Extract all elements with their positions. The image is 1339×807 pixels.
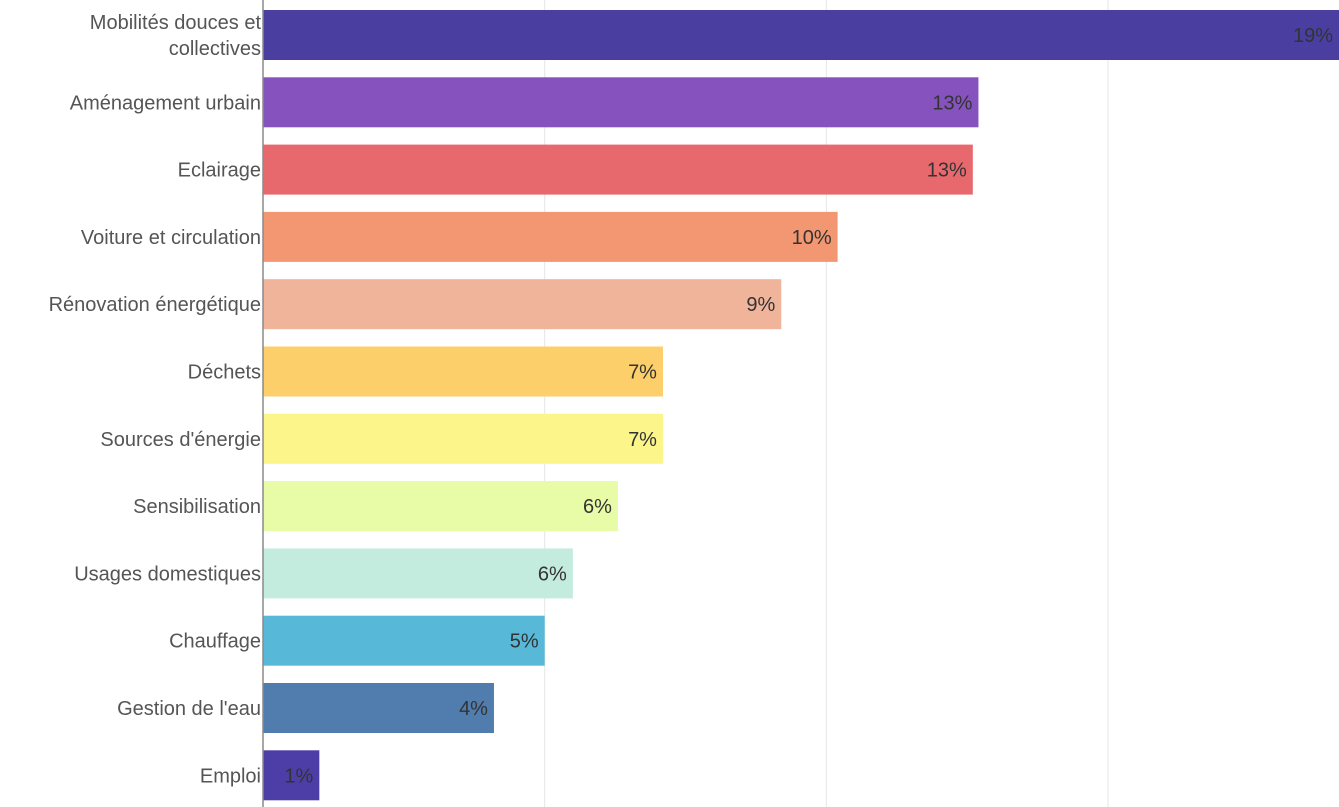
category-label: Rénovation énergétique <box>49 294 261 316</box>
category-label: Eclairage <box>178 160 261 182</box>
category-label: Usages domestiques <box>74 563 261 585</box>
category-label: Sources d'énergie <box>100 429 261 451</box>
bar <box>263 615 545 666</box>
category-label: Sensibilisation <box>133 496 261 518</box>
category-label: Chauffage <box>169 631 261 653</box>
bar <box>263 279 782 330</box>
value-label: 7% <box>628 429 657 451</box>
value-label: 19% <box>1293 25 1333 47</box>
category-label: Voiture et circulation <box>81 227 261 249</box>
bar <box>263 413 663 464</box>
value-label: 9% <box>746 294 775 316</box>
value-label: 6% <box>583 496 612 518</box>
category-label: Mobilités douces et <box>90 12 262 34</box>
bar <box>263 481 618 532</box>
value-label: 7% <box>628 362 657 384</box>
value-label: 13% <box>927 160 967 182</box>
value-label: 10% <box>792 227 832 249</box>
category-label: Emploi <box>200 765 261 787</box>
bar <box>263 548 573 599</box>
value-label: 1% <box>284 765 313 787</box>
bar <box>263 346 663 397</box>
grid-lines <box>544 0 1109 807</box>
value-label: 13% <box>932 92 972 114</box>
value-label: 6% <box>538 563 567 585</box>
category-label: Déchets <box>188 362 261 384</box>
bar <box>263 750 320 801</box>
bar <box>263 683 494 733</box>
bar <box>263 77 979 128</box>
category-labels: Mobilités douces et collectives Aménagemen… <box>49 12 262 787</box>
bars <box>263 10 1339 801</box>
value-label: 5% <box>510 631 539 653</box>
value-labels: 19% 13% 13% 10% 9% 7% 7% 6% 6% 5% 4% 1% <box>284 25 1333 787</box>
category-label: collectives <box>169 38 261 60</box>
bar <box>263 10 1339 60</box>
category-label: Aménagement urbain <box>70 92 261 114</box>
value-label: 4% <box>459 698 488 720</box>
bar <box>263 144 973 195</box>
bar <box>263 211 838 262</box>
category-label: Gestion de l'eau <box>117 698 261 720</box>
